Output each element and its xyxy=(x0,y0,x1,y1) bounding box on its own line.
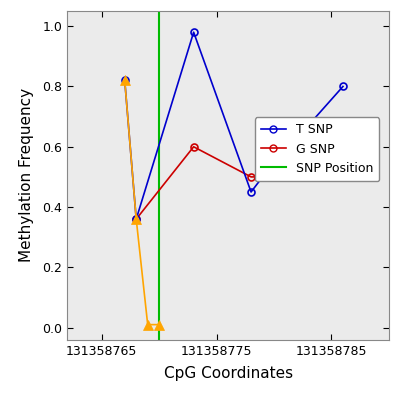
Legend: T SNP, G SNP, SNP Position: T SNP, G SNP, SNP Position xyxy=(254,117,380,181)
X-axis label: CpG Coordinates: CpG Coordinates xyxy=(164,366,293,381)
Y-axis label: Methylation Frequency: Methylation Frequency xyxy=(19,88,34,262)
